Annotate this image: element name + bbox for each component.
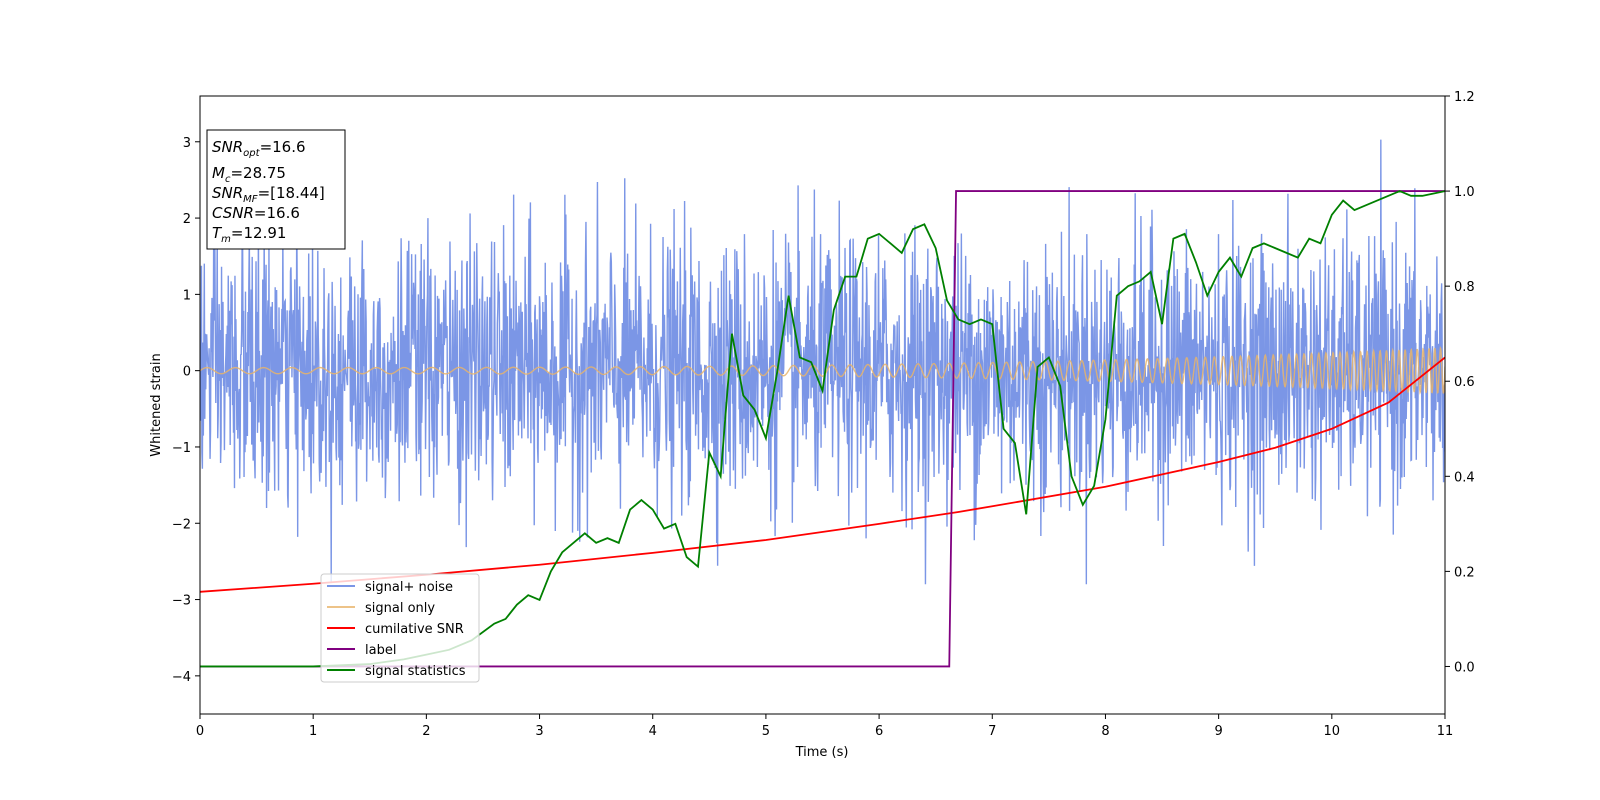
legend-item-label: label — [327, 643, 396, 658]
y-tick-label: 0 — [183, 365, 191, 380]
x-tick-label: 1 — [309, 724, 317, 739]
x-tick-label: 3 — [535, 724, 543, 739]
x-axis-title: Time (s) — [795, 745, 849, 760]
y-axis-ticks: −4 −3 −2 −1 0 1 2 3 — [172, 136, 200, 685]
legend-item-signal-only: signal only — [327, 601, 435, 616]
stats-line-csnr: CSNR=16.6 — [212, 204, 300, 222]
stats-line-mc: Mc=28.75 — [212, 164, 286, 185]
y-tick-label: −2 — [172, 517, 191, 532]
x-tick-label: 6 — [875, 724, 883, 739]
y-tick-label: 1 — [183, 288, 191, 303]
stats-line-snr-mf: SNRMF=[18.44] — [212, 184, 325, 205]
x-tick-label: 10 — [1324, 724, 1341, 739]
y-tick-label: 3 — [183, 136, 191, 151]
y-tick-label: −4 — [172, 670, 191, 685]
x-tick-label: 9 — [1214, 724, 1222, 739]
y2-tick-label: 0.6 — [1454, 375, 1475, 390]
series-cumulative-snr — [200, 356, 1445, 593]
series-signal-only — [200, 345, 1445, 395]
stats-line-snr-opt: SNRopt=16.6 — [212, 138, 306, 159]
legend: signal+ noise signal only cumilative SNR… — [320, 573, 480, 683]
series-signal-noise — [200, 139, 1445, 585]
y2-axis-ticks: 0.0 0.2 0.4 0.6 0.8 1.0 1.2 — [1445, 90, 1475, 675]
y2-tick-label: 1.2 — [1454, 90, 1475, 105]
legend-item-signal-statistics: signal statistics — [327, 664, 466, 679]
y-tick-label: −3 — [172, 594, 191, 609]
legend-label-signal-noise: signal+ noise — [365, 580, 453, 595]
legend-item-cumulative-snr: cumilative SNR — [327, 622, 464, 637]
x-tick-label: 2 — [422, 724, 430, 739]
axes-frame — [199, 95, 1446, 715]
legend-label-label: label — [365, 643, 396, 658]
x-tick-label: 0 — [196, 724, 204, 739]
stats-line-tm: Tm=12.91 — [212, 224, 286, 245]
legend-label-signal-only: signal only — [365, 601, 435, 616]
x-axis-ticks: 0 1 2 3 4 5 6 7 8 9 10 11 — [196, 714, 1453, 739]
y-tick-label: −1 — [172, 441, 191, 456]
x-tick-label: 4 — [649, 724, 657, 739]
y2-tick-label: 0.8 — [1454, 280, 1475, 295]
legend-item-signal-noise: signal+ noise — [327, 580, 453, 595]
y2-tick-label: 1.0 — [1454, 185, 1475, 200]
series-label — [200, 190, 1445, 668]
x-tick-label: 8 — [1101, 724, 1109, 739]
y-axis-title: Whitened strain — [149, 353, 164, 456]
legend-label-signal-statistics: signal statistics — [365, 664, 466, 679]
y2-tick-label: 0.4 — [1454, 470, 1475, 485]
stats-box-frame — [206, 129, 346, 250]
x-tick-label: 7 — [988, 724, 996, 739]
x-tick-label: 11 — [1437, 724, 1454, 739]
x-tick-label: 5 — [762, 724, 770, 739]
y2-tick-label: 0.0 — [1454, 660, 1475, 675]
y2-tick-label: 0.2 — [1454, 565, 1475, 580]
legend-label-cumulative-snr: cumilative SNR — [365, 622, 464, 637]
legend-frame — [320, 573, 480, 683]
stats-box: SNRopt=16.6 Mc=28.75 SNRMF=[18.44] CSNR=… — [206, 129, 346, 250]
y-tick-label: 2 — [183, 212, 191, 227]
series-layer — [200, 139, 1445, 668]
series-signal-statistics — [200, 190, 1445, 668]
